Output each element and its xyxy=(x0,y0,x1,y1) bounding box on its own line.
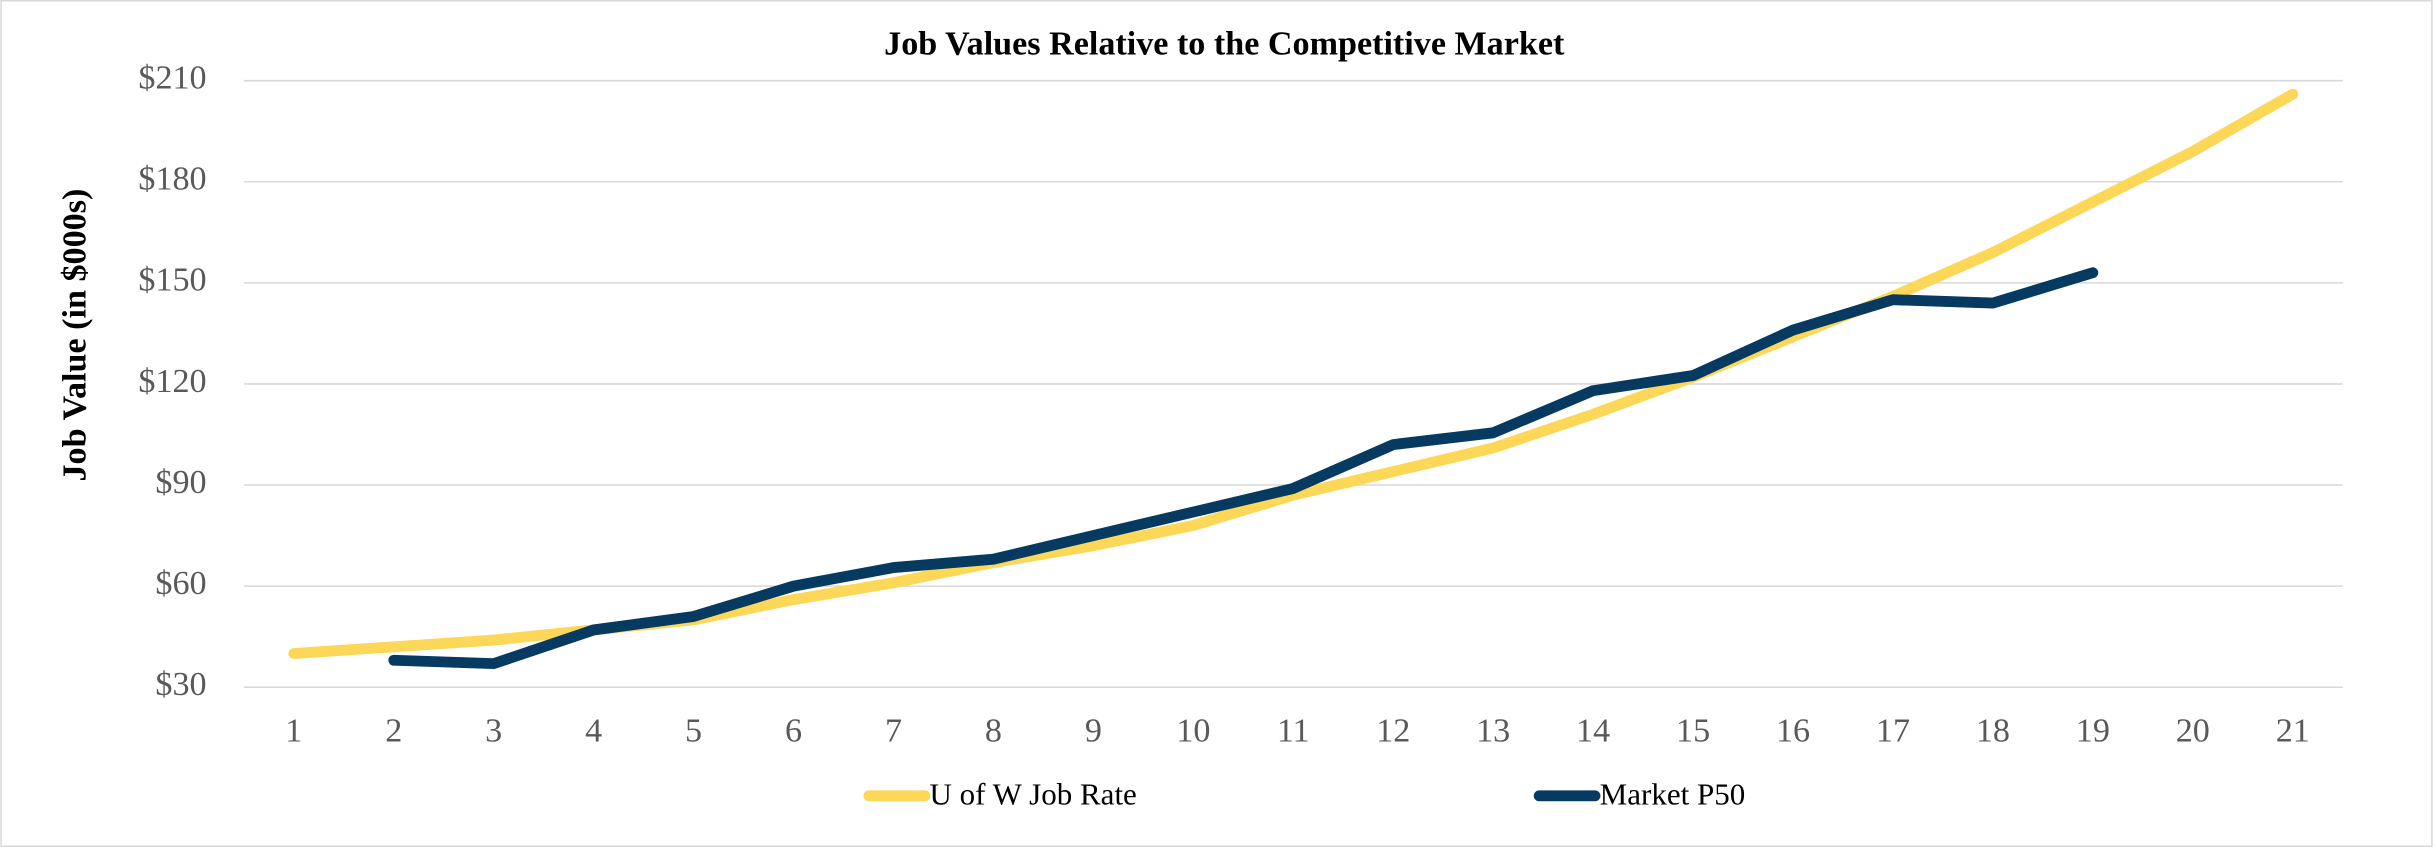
x-tick-label: 10 xyxy=(1176,713,1210,750)
x-tick-label: 2 xyxy=(385,713,402,750)
x-tick-label: 20 xyxy=(2176,713,2210,750)
legend-label: U of W Job Rate xyxy=(930,776,1137,811)
x-tick-label: 18 xyxy=(1976,713,2010,750)
x-tick-label: 6 xyxy=(785,713,802,750)
x-tick-label: 8 xyxy=(985,713,1002,750)
x-tick-label: 1 xyxy=(285,713,302,750)
x-tick-label: 9 xyxy=(1085,713,1102,750)
y-axis-label: Job Value (in $000s) xyxy=(57,189,94,482)
y-tick-label: $180 xyxy=(138,161,206,198)
x-tick-label: 4 xyxy=(585,713,602,750)
x-tick-label: 3 xyxy=(485,713,502,750)
x-tick-label: 16 xyxy=(1776,713,1810,750)
y-tick-label: $30 xyxy=(155,666,206,703)
x-tick-label: 7 xyxy=(885,713,902,750)
x-tick-label: 19 xyxy=(2076,713,2110,750)
x-tick-label: 11 xyxy=(1277,713,1310,750)
legend-label: Market P50 xyxy=(1600,776,1746,811)
y-tick-label: $120 xyxy=(138,363,206,400)
y-tick-label: $60 xyxy=(155,565,206,602)
x-tick-label: 13 xyxy=(1476,713,1510,750)
y-tick-label: $210 xyxy=(138,59,206,96)
x-tick-label: 21 xyxy=(2276,713,2310,750)
x-tick-label: 12 xyxy=(1376,713,1410,750)
x-tick-label: 17 xyxy=(1876,713,1910,750)
x-tick-label: 15 xyxy=(1676,713,1710,750)
chart-title: Job Values Relative to the Competitive M… xyxy=(884,25,1565,62)
x-tick-label: 5 xyxy=(685,713,702,750)
y-tick-label: $150 xyxy=(138,262,206,299)
series-line xyxy=(388,267,2099,670)
x-tick-label: 14 xyxy=(1576,713,1610,750)
y-tick-label: $90 xyxy=(155,464,206,501)
